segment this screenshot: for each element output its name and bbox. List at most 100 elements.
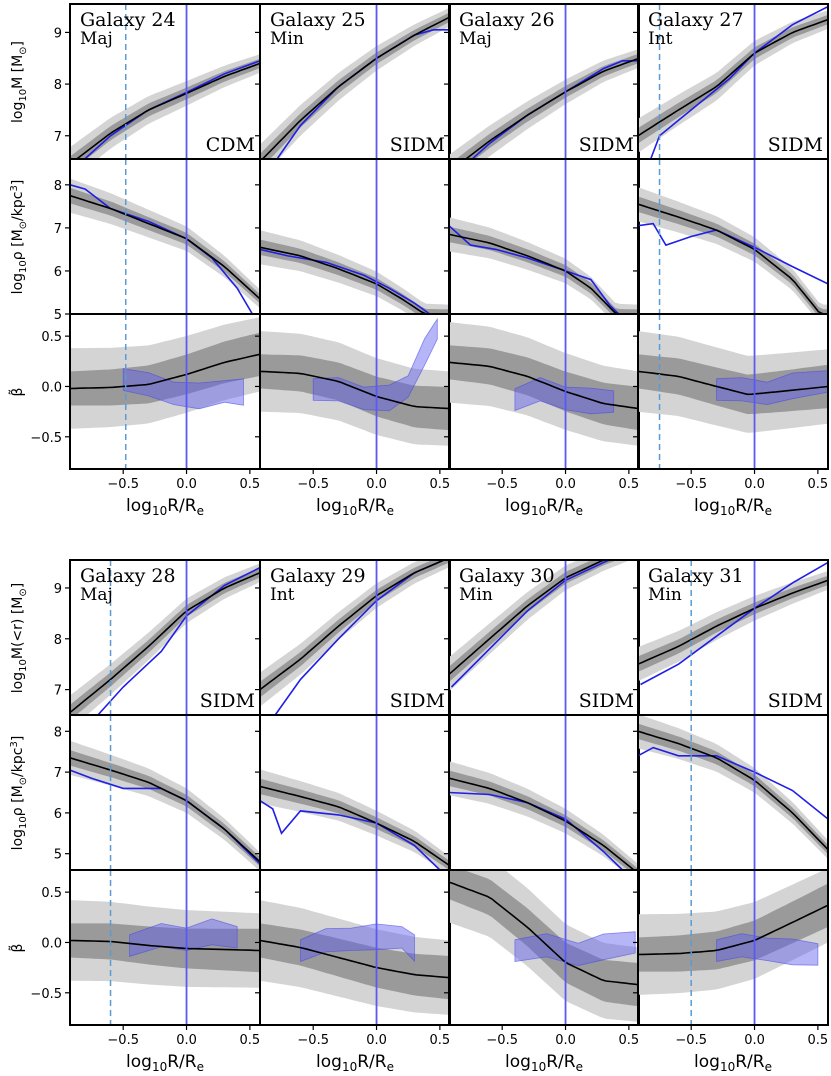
x-tick-label: 0.0 — [366, 1033, 387, 1048]
model-median-line — [638, 579, 828, 665]
galaxy-28-density-plot — [70, 715, 260, 870]
y-tick-label: 0.5 — [41, 330, 62, 345]
dm-model-label: SIDM — [768, 134, 823, 156]
model-median-line — [449, 233, 639, 314]
galaxy-name: Galaxy 30 — [459, 565, 555, 587]
y-tick-label: 0.0 — [41, 380, 62, 395]
x-tick-label: 0.0 — [176, 1033, 197, 1048]
inner-band — [70, 187, 260, 304]
observed-beta-band — [122, 368, 244, 410]
y-tick-label: 0.0 — [41, 936, 62, 951]
inner-band — [638, 196, 828, 314]
x-tick-label: 0.5 — [619, 1033, 640, 1048]
galaxy-29-mass-plot — [260, 560, 450, 715]
observed-beta-band — [312, 317, 438, 412]
inner-band — [638, 354, 828, 414]
x-tick-label: −0.5 — [297, 477, 329, 492]
projection-axis: Int — [270, 585, 295, 605]
model-median-line — [449, 560, 606, 675]
panel-frame — [637, 313, 829, 470]
x-tick-label: −0.5 — [675, 477, 707, 492]
observed-profile-line — [450, 560, 612, 688]
y-tick-label: −0.5 — [30, 987, 62, 1002]
observed-profile-line — [260, 800, 441, 870]
inner-band — [449, 226, 639, 314]
model-median-line — [260, 785, 450, 867]
inner-band — [70, 58, 260, 159]
density-axis-label: log10ρ [M⊙/kpc3] — [9, 180, 29, 295]
galaxy-26-density-plot — [449, 159, 639, 314]
model-median-line — [449, 777, 636, 870]
galaxy-24-density-plot — [70, 159, 260, 314]
y-tick-label: 9 — [54, 582, 62, 597]
inner-band — [638, 723, 828, 855]
dm-model-label: CDM — [206, 134, 255, 156]
model-median-line — [70, 194, 260, 300]
galaxy-27-density-plot — [638, 159, 828, 314]
panel-frame — [259, 158, 451, 315]
model-median-line — [261, 16, 450, 159]
outer-band — [260, 769, 450, 870]
galaxy-name: Galaxy 29 — [270, 565, 366, 587]
x-tick-label: −0.5 — [675, 1033, 707, 1048]
galaxy-28-mass-plot — [70, 560, 260, 715]
model-median-line — [449, 361, 639, 410]
galaxy-30-density-plot — [449, 715, 639, 870]
x-axis-label: log10R/Re — [126, 496, 204, 518]
y-tick-label: 7 — [54, 222, 62, 237]
inner-band — [449, 770, 639, 870]
observed-beta-band — [514, 931, 636, 967]
galaxy-26-beta-plot — [449, 314, 639, 469]
model-median-line — [638, 203, 828, 314]
model-median-line — [260, 370, 450, 410]
x-tick-label: −0.5 — [297, 1033, 329, 1048]
y-tick-label: 7 — [54, 766, 62, 781]
inner-band — [449, 345, 639, 431]
observed-profile-line — [70, 184, 254, 314]
x-tick-label: −0.5 — [107, 1033, 139, 1048]
galaxy-25-density-plot — [260, 159, 450, 314]
galaxy-30-mass-plot — [449, 560, 631, 715]
x-tick-label: 0.0 — [555, 1033, 576, 1048]
projection-axis: Maj — [80, 29, 113, 49]
galaxy-26-mass-plot — [449, 4, 639, 159]
x-tick-label: 0.5 — [240, 1033, 261, 1048]
projection-axis: Int — [648, 29, 673, 49]
y-tick-label: 8 — [54, 179, 62, 194]
y-tick-label: 0.5 — [41, 886, 62, 901]
galaxy-24-mass-plot — [70, 4, 260, 159]
dm-model-label: SIDM — [390, 690, 445, 712]
x-tick-label: −0.5 — [107, 477, 139, 492]
outer-band — [638, 10, 828, 153]
y-tick-label: 7 — [54, 130, 62, 145]
panel-frame — [637, 869, 829, 1026]
y-tick-label: 9 — [54, 26, 62, 41]
model-median-line — [638, 904, 828, 956]
x-tick-label: 0.5 — [430, 477, 451, 492]
observed-beta-band — [716, 933, 819, 966]
dm-model-label: SIDM — [579, 134, 634, 156]
model-median-line — [75, 62, 260, 159]
x-axis-label: log10R/Re — [316, 1052, 394, 1074]
inner-band — [260, 778, 450, 870]
x-tick-label: 0.5 — [808, 477, 829, 492]
galaxy-27-mass-plot — [638, 4, 828, 159]
model-median-line — [449, 881, 639, 986]
model-median-line — [70, 757, 260, 863]
y-tick-label: 5 — [54, 308, 62, 323]
observed-beta-band — [300, 923, 415, 963]
x-tick-label: 0.0 — [744, 1033, 765, 1048]
x-axis-label: log10R/Re — [505, 496, 583, 518]
x-tick-label: 0.5 — [619, 477, 640, 492]
model-median-line — [638, 18, 828, 137]
density-axis-label: log10ρ [M⊙/kpc3] — [9, 736, 29, 851]
model-median-line — [260, 246, 450, 314]
y-tick-label: 8 — [54, 78, 62, 93]
model-median-line — [70, 353, 260, 390]
observed-profile-line — [638, 222, 828, 285]
galaxy-28-beta-plot — [70, 870, 260, 1025]
projection-axis: Min — [270, 29, 304, 49]
inner-band — [638, 14, 828, 144]
y-tick-label: 6 — [54, 807, 62, 822]
galaxy-name: Galaxy 24 — [80, 9, 176, 31]
